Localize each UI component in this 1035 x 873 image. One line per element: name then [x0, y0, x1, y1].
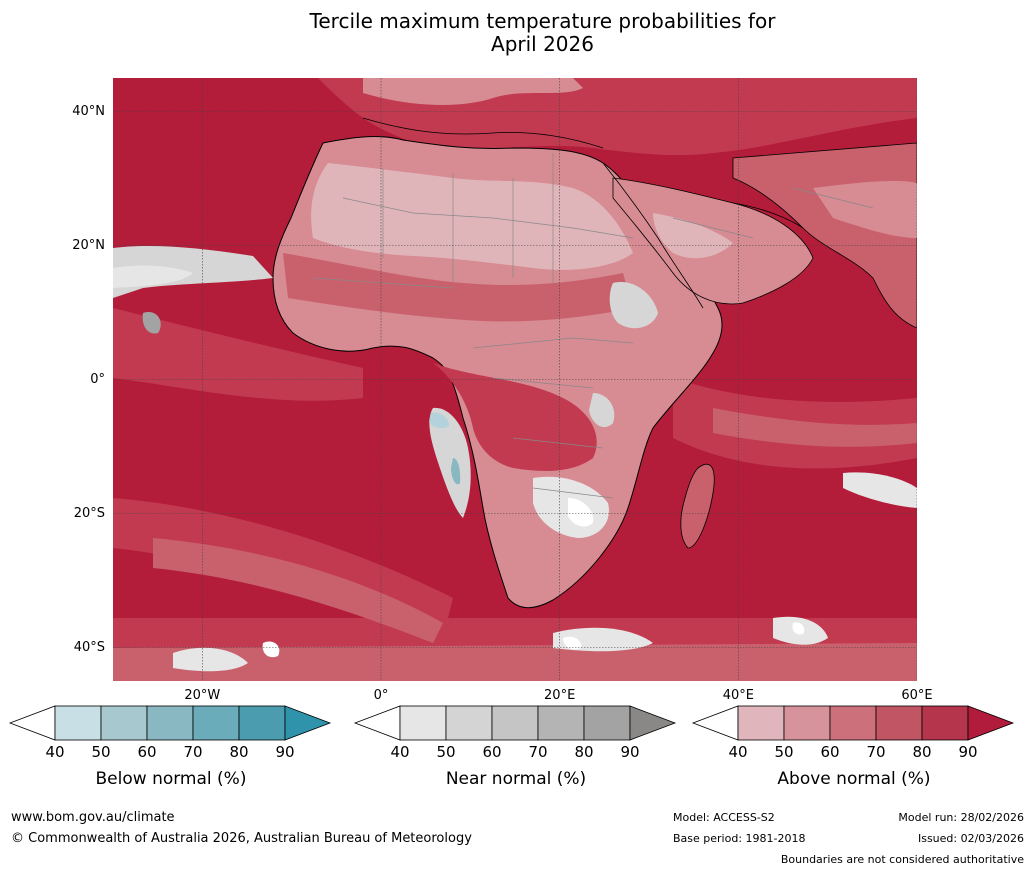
colorbar-tick-label: 50	[774, 743, 794, 761]
madagascar-land	[680, 463, 715, 549]
colorbar-tick-label: 70	[866, 743, 886, 761]
arabia-light-region	[653, 213, 733, 259]
colorbar-near-normal: 40 50 60 70 80 90 Near normal (%)	[353, 700, 677, 789]
map-title: Tercile maximum temperature probabilitie…	[0, 10, 1035, 56]
colorbar-segment	[737, 705, 785, 741]
colorbar-near-normal-label: Near normal (%)	[445, 769, 587, 789]
colorbar-segment	[783, 705, 831, 741]
iran-light-region	[813, 180, 917, 238]
colorbar-tick-label: 80	[574, 743, 594, 761]
colorbar-tick-label: 90	[620, 743, 640, 761]
colorbar-right-triangle	[284, 705, 332, 741]
colorbar-tick-label: 40	[728, 743, 748, 761]
graticule	[113, 78, 917, 681]
colorbar-right-triangle	[967, 705, 1015, 741]
colorbar-tick-label: 90	[958, 743, 978, 761]
latitude-label: 20°S	[73, 505, 105, 521]
colorbar-segment	[537, 705, 585, 741]
colorbar-segment	[445, 705, 493, 741]
latitude-label: 40°N	[72, 103, 105, 119]
title-line-1: Tercile maximum temperature probabilitie…	[309, 9, 776, 33]
colorbar-segment	[875, 705, 923, 741]
colorbar-near-normal-svg	[353, 705, 677, 741]
coastlines	[362, 117, 804, 309]
colorbar-tick-label: 90	[275, 743, 295, 761]
colorbar-tick-label: 60	[482, 743, 502, 761]
model-run-date: Model run: 28/02/2026	[898, 811, 1024, 824]
angola-coast-below-normal	[429, 412, 449, 429]
colorbar-segment	[491, 705, 539, 741]
model-name: Model: ACCESS-S2	[673, 811, 775, 824]
great-lakes-near-normal	[589, 393, 615, 428]
colorbar-tick-label: 50	[91, 743, 111, 761]
colorbar-tick-label: 50	[436, 743, 456, 761]
colorbar-below-normal: 40 50 60 70 80 90 Below normal (%)	[8, 700, 332, 789]
colorbar-segment	[146, 705, 194, 741]
longitude-label: 20°E	[544, 688, 576, 703]
colorbar-right-triangle	[629, 705, 677, 741]
colorbar-segment	[829, 705, 877, 741]
colorbar-segment	[399, 705, 447, 741]
longitude-label: 60°E	[901, 688, 933, 703]
country-borders	[312, 153, 874, 499]
copyright-text: © Commonwealth of Australia 2026, Austra…	[11, 831, 472, 846]
colorbar-tick-label: 40	[390, 743, 410, 761]
north-atlantic-light-patch	[113, 265, 193, 288]
southern-ocean-white-patches	[262, 622, 805, 658]
colorbar-segment	[192, 705, 240, 741]
website-link[interactable]: www.bom.gov.au/climate	[11, 810, 175, 825]
colorbar-below-normal-label: Below normal (%)	[95, 769, 247, 789]
colorbar-above-normal-label: Above normal (%)	[777, 769, 931, 789]
colorbar-segment	[583, 705, 631, 741]
longitude-label: 20°W	[184, 688, 221, 703]
ocean-band-above-70	[113, 408, 917, 681]
colorbar-tick-label: 60	[137, 743, 157, 761]
title-line-2: April 2026	[491, 32, 594, 56]
longitude-label: 0°	[373, 688, 389, 703]
latitude-label: 20°N	[72, 237, 105, 253]
longitude-label: 40°E	[722, 688, 754, 703]
colorbar-tick-label: 60	[820, 743, 840, 761]
colorbar-left-triangle	[691, 705, 739, 741]
latitude-label: 0°	[90, 371, 105, 387]
colorbar-above-normal: 40 50 60 70 80 90 Above normal (%)	[691, 700, 1015, 789]
namibia-coast-below-normal	[451, 458, 461, 485]
colorbar-below-normal-svg	[8, 705, 332, 741]
issued-date: Issued: 02/03/2026	[917, 832, 1024, 845]
colorbar-left-triangle	[353, 705, 401, 741]
boundaries-disclaimer: Boundaries are not considered authoritat…	[780, 853, 1024, 866]
colorbar-tick-label: 70	[528, 743, 548, 761]
atlantic-gray-patch	[142, 312, 161, 334]
colorbar-left-triangle	[8, 705, 56, 741]
central-africa-region	[433, 363, 597, 471]
colorbar-tick-label: 40	[45, 743, 65, 761]
colorbar-above-normal-svg	[691, 705, 1015, 741]
sahel-band	[283, 253, 633, 322]
southern-africa-white-patch	[568, 498, 594, 527]
probability-map	[113, 78, 917, 681]
colorbar-tick-label: 80	[229, 743, 249, 761]
map-canvas	[113, 78, 917, 681]
colorbar-segment	[238, 705, 286, 741]
colorbar-segment	[100, 705, 148, 741]
colorbar-segment	[921, 705, 969, 741]
colorbar-tick-label: 70	[183, 743, 203, 761]
colorbar-tick-label: 80	[912, 743, 932, 761]
base-period: Base period: 1981-2018	[673, 832, 806, 845]
iberia-france-land	[363, 78, 583, 105]
latitude-label: 40°S	[73, 639, 105, 655]
ethiopia-near-normal	[609, 282, 658, 329]
colorbar-segment	[54, 705, 102, 741]
namibia-coast-near-normal	[429, 407, 471, 518]
